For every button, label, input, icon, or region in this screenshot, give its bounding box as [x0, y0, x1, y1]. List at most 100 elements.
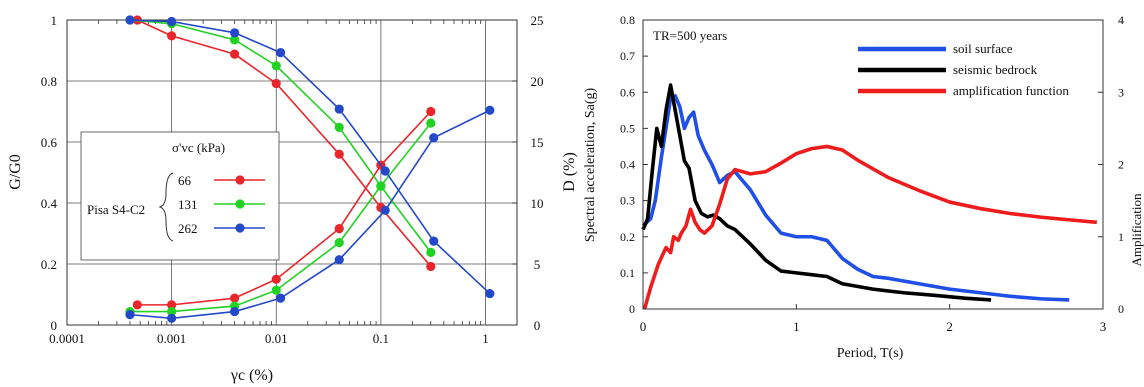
series-66-damping-point — [132, 300, 142, 310]
series-262-damping-point — [230, 306, 240, 317]
left-y2-tick-label: 25 — [531, 13, 544, 28]
right-y-tick-label: 0.2 — [620, 230, 635, 244]
modulus-damping-chart: 0.0001 0.001 0.01 0.1 1 0 0.2 0.4 0.6 0.8 1 0 5 10 1… — [7, 13, 578, 384]
series-66-modulus-point — [271, 78, 281, 89]
series-131-damping-point — [271, 285, 281, 295]
right-y-tick-label: 0.1 — [620, 266, 635, 280]
series-262-modulus-point — [485, 288, 495, 299]
series-262-modulus-point — [429, 236, 439, 246]
legend-title: σ'vc (kPa) — [172, 140, 225, 155]
left-y-tick-label: 0.6 — [41, 135, 58, 150]
series-66-modulus-point — [167, 31, 177, 41]
series-262-modulus-point — [334, 104, 344, 114]
left-plot-frame — [66, 19, 518, 326]
right-y-tick-label: 0.3 — [620, 194, 635, 208]
series-66-damping-point — [230, 293, 240, 303]
left-x-tick-label: 0.001 — [157, 331, 186, 346]
left-y-tick-label: 0.8 — [41, 74, 57, 89]
legend-label-soil-surface: soil surface — [953, 41, 1013, 56]
series-66-damping-point — [334, 224, 344, 234]
right-x-tick-label: 0 — [640, 319, 647, 334]
right-y-tick-label: 0.6 — [620, 85, 635, 99]
right-y-tick-label: 0.5 — [620, 121, 635, 135]
right-y-tick-label: 0 — [629, 302, 635, 316]
left-x-tick-label: 0.0001 — [49, 331, 85, 346]
left-y-tick-label: 1 — [51, 13, 58, 28]
left-legend: σ'vc (kPa) Pisa S4-C2 66 131 262 — [80, 131, 280, 261]
legend-box — [80, 131, 280, 261]
series-66-damping-point — [426, 106, 436, 117]
left-y2-tick-label: 5 — [534, 257, 541, 272]
series-66-modulus-point — [230, 49, 240, 59]
series-66-modulus-point — [426, 261, 436, 272]
series-262-damping-line — [129, 109, 491, 320]
series-131-modulus-point — [334, 122, 344, 132]
right-y2-tick-label: 3 — [1118, 85, 1124, 99]
series-131-modulus-point — [426, 247, 436, 258]
series-262-modulus-line — [129, 19, 491, 295]
right-y2-tick-label: 0 — [1118, 302, 1124, 316]
left-y-ticks: 0 0.2 0.4 0.6 0.8 1 — [41, 13, 58, 333]
series-262-damping-point — [429, 133, 439, 143]
left-y-tick-label: 0.4 — [41, 196, 58, 211]
series-amplification-function-line — [642, 144, 1098, 310]
left-y2-ticks: 0 5 10 15 20 25 — [512, 13, 544, 333]
legend-label-seismic-bedrock: seismic bedrock — [953, 62, 1038, 77]
left-series — [125, 15, 495, 323]
legend-rows: 66 131 262 — [178, 173, 265, 236]
left-y-tick-label: 0.2 — [41, 257, 57, 272]
series-262-damping-point — [275, 293, 286, 303]
right-x-ticks: 0 1 2 3 — [640, 304, 1107, 334]
return-period-annotation: TR=500 years — [653, 28, 727, 43]
series-262-modulus-point — [230, 28, 240, 38]
left-y2-tick-label: 10 — [531, 196, 544, 211]
left-x-axis-label: γc (%) — [230, 367, 273, 384]
series-131-modulus-point — [230, 35, 240, 45]
legend-label-262: 262 — [178, 221, 198, 236]
left-x-tick-label: 0.01 — [265, 331, 288, 346]
series-131-modulus-point — [271, 61, 281, 71]
right-series — [641, 83, 1098, 310]
legend-label-amplification-function: amplification function — [953, 83, 1069, 98]
legend-label-66: 66 — [178, 173, 192, 188]
right-y-axis-label: Spectral acceleration, Sa(g) — [583, 88, 598, 243]
legend-brace — [158, 172, 174, 242]
right-y-tick-label: 0.7 — [620, 49, 635, 63]
series-262-damping-point — [380, 205, 390, 215]
left-x-tick-label: 0.1 — [373, 331, 389, 346]
right-y-tick-label: 0.8 — [620, 13, 635, 27]
left-y2-axis-label: D (%) — [561, 152, 578, 192]
left-x-ticks: 0.0001 0.001 0.01 0.1 1 — [49, 20, 518, 346]
left-y-axis-label: G/G0 — [7, 154, 24, 190]
series-131-damping-point — [376, 181, 386, 191]
series-66-damping-point — [167, 300, 177, 310]
right-y2-ticks: 0 1 2 3 4 — [1098, 13, 1124, 316]
right-y2-tick-label: 4 — [1118, 13, 1124, 27]
response-spectrum-chart: 0 1 2 3 0 0.1 0.2 0.3 0.4 0.5 0.6 0.7 0.8 0 1 2 3 4 TR=… — [583, 13, 1144, 361]
right-x-tick-label: 1 — [793, 319, 800, 334]
right-y2-tick-label: 2 — [1118, 158, 1124, 172]
series-262-damping-point — [125, 310, 135, 320]
legend-marker-131 — [235, 199, 245, 209]
legend-group-label: Pisa S4-C2 — [87, 202, 145, 217]
left-y2-tick-label: 0 — [534, 318, 541, 333]
series-262-modulus-point — [380, 166, 390, 176]
right-x-axis-label: Period, T(s) — [837, 346, 904, 361]
right-y-ticks: 0 0.1 0.2 0.3 0.4 0.5 0.6 0.7 0.8 — [620, 13, 648, 316]
series-262-damping-point — [167, 313, 177, 323]
series-262-damping-point — [485, 105, 495, 115]
right-x-tick-label: 3 — [1100, 319, 1107, 334]
series-262-damping-point — [334, 255, 344, 265]
right-x-tick-label: 2 — [946, 319, 953, 334]
series-soil-surface-line — [641, 94, 1070, 302]
right-legend: soil surface seismic bedrock amplification… — [858, 41, 1069, 98]
series-66-damping-point — [271, 274, 281, 284]
left-x-tick-label: 1 — [482, 331, 489, 346]
series-262-modulus-point — [125, 15, 135, 25]
legend-marker-66 — [235, 175, 245, 185]
right-y-tick-label: 0.4 — [620, 158, 635, 172]
left-y2-tick-label: 20 — [531, 74, 544, 89]
series-131-damping-point — [167, 306, 177, 317]
series-131-damping-point — [426, 118, 436, 128]
